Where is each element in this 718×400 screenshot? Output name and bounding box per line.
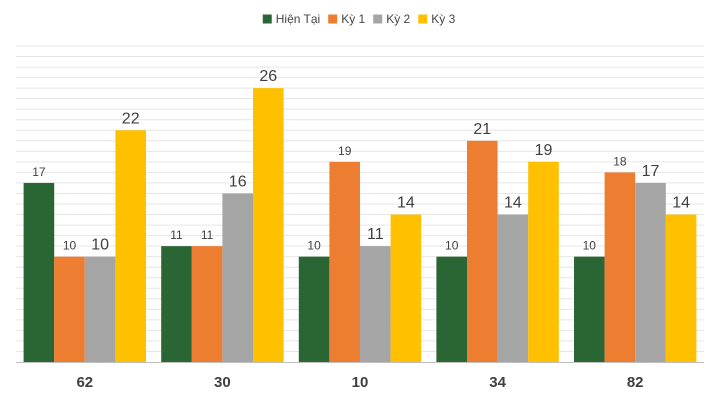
- data-labels: 17 10 10 22 11 11 16 26 10 19 11 14 10 21 14 19 10 18 17 14: [32, 68, 690, 254]
- legend-swatch: [418, 14, 428, 24]
- bar: [222, 193, 253, 362]
- legend-label: Kỳ 3: [431, 12, 455, 26]
- data-label: 11: [170, 228, 183, 242]
- bar: [84, 256, 116, 362]
- bar: [253, 88, 284, 362]
- x-tick-label: 30: [214, 374, 231, 391]
- bar: [54, 256, 85, 362]
- data-label: 10: [307, 239, 321, 253]
- legend-label: Hiện Tại: [276, 12, 320, 26]
- bar: [574, 256, 605, 362]
- data-label: 19: [535, 142, 553, 159]
- data-label: 21: [473, 121, 491, 138]
- bar: [497, 214, 529, 362]
- legend-label: Kỳ 1: [341, 12, 365, 26]
- bar: [360, 246, 391, 362]
- data-label: 22: [122, 110, 140, 127]
- data-label: 14: [397, 195, 415, 212]
- bar: [115, 130, 146, 362]
- legend: Hiện Tại Kỳ 1 Kỳ 2 Kỳ 3: [262, 12, 456, 26]
- bar: [390, 214, 422, 362]
- data-label: 19: [338, 144, 352, 158]
- bars: [23, 88, 697, 362]
- bar: [191, 246, 223, 362]
- legend-swatch: [328, 14, 338, 24]
- data-label: 10: [91, 237, 109, 254]
- bar: [329, 161, 360, 362]
- bar: [161, 246, 192, 362]
- legend-label: Kỳ 2: [386, 12, 410, 26]
- x-tick-label: 34: [489, 374, 506, 391]
- data-label: 10: [63, 239, 77, 253]
- data-label: 26: [259, 68, 277, 85]
- data-label: 17: [642, 163, 660, 180]
- bar: [467, 140, 498, 362]
- x-tick-label: 82: [627, 374, 644, 391]
- x-tick-label: 10: [352, 374, 369, 391]
- bar: [635, 182, 666, 362]
- legend-swatch: [373, 14, 383, 24]
- bar: [436, 256, 467, 362]
- data-label: 11: [367, 226, 384, 243]
- data-label: 11: [201, 228, 214, 242]
- bar: [298, 256, 330, 362]
- data-label: 16: [229, 173, 247, 190]
- x-axis: 62 30 10 34 82: [16, 362, 704, 391]
- data-label: 18: [613, 154, 627, 168]
- bar: [604, 172, 636, 362]
- bar: [665, 214, 697, 362]
- data-label: 14: [672, 195, 690, 212]
- bar: [23, 182, 55, 362]
- bar: [528, 161, 559, 362]
- data-label: 17: [32, 165, 46, 179]
- legend-swatch: [262, 14, 272, 24]
- data-label: 10: [445, 239, 459, 253]
- x-tick-label: 62: [76, 374, 93, 391]
- data-label: 10: [583, 239, 597, 253]
- data-label: 14: [504, 195, 522, 212]
